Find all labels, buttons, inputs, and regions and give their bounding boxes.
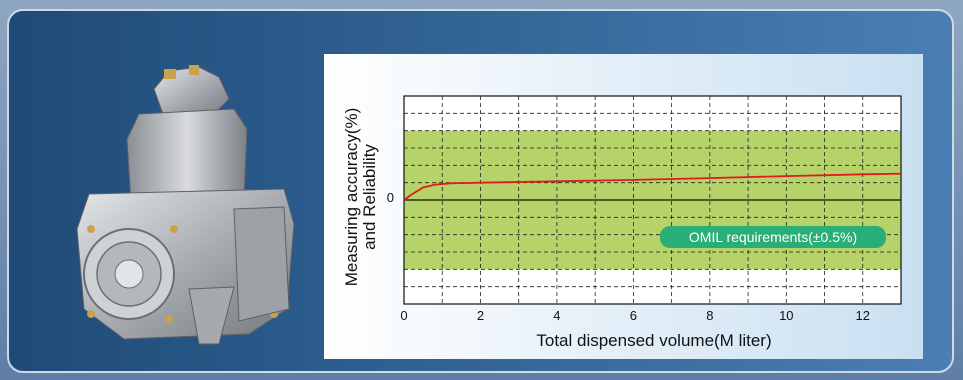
x-tick-label: 2 bbox=[477, 308, 484, 323]
content-panel: 0 2 4 6 8 10 12 OMIL requirements(±0.5%) Total… bbox=[7, 9, 954, 373]
x-tick-label: 4 bbox=[553, 308, 560, 323]
x-tick-label: 6 bbox=[630, 308, 637, 323]
chart-svg: 0 2 4 6 8 10 12 OMIL requirements(±0.5%) Total… bbox=[342, 95, 902, 350]
accuracy-series-line bbox=[403, 172, 902, 201]
x-tick-label: 12 bbox=[856, 308, 870, 323]
accuracy-chart: 0 2 4 6 8 10 12 OMIL requirements(±0.5%) Total… bbox=[324, 54, 923, 359]
y-axis-label-line2: and Reliability bbox=[360, 144, 379, 250]
y-axis-label-line1: Measuring accuracy(%) bbox=[342, 108, 361, 287]
x-axis-label: Total dispensed volume(M liter) bbox=[536, 331, 771, 350]
x-tick-label: 0 bbox=[400, 308, 407, 323]
y-tick-zero: 0 bbox=[387, 190, 394, 205]
omil-annotation: OMIL requirements(±0.5%) bbox=[689, 229, 857, 245]
x-tick-label: 8 bbox=[706, 308, 713, 323]
omil-badge bbox=[660, 226, 886, 248]
flow-meter-image bbox=[76, 65, 295, 345]
x-tick-label: 10 bbox=[779, 308, 793, 323]
